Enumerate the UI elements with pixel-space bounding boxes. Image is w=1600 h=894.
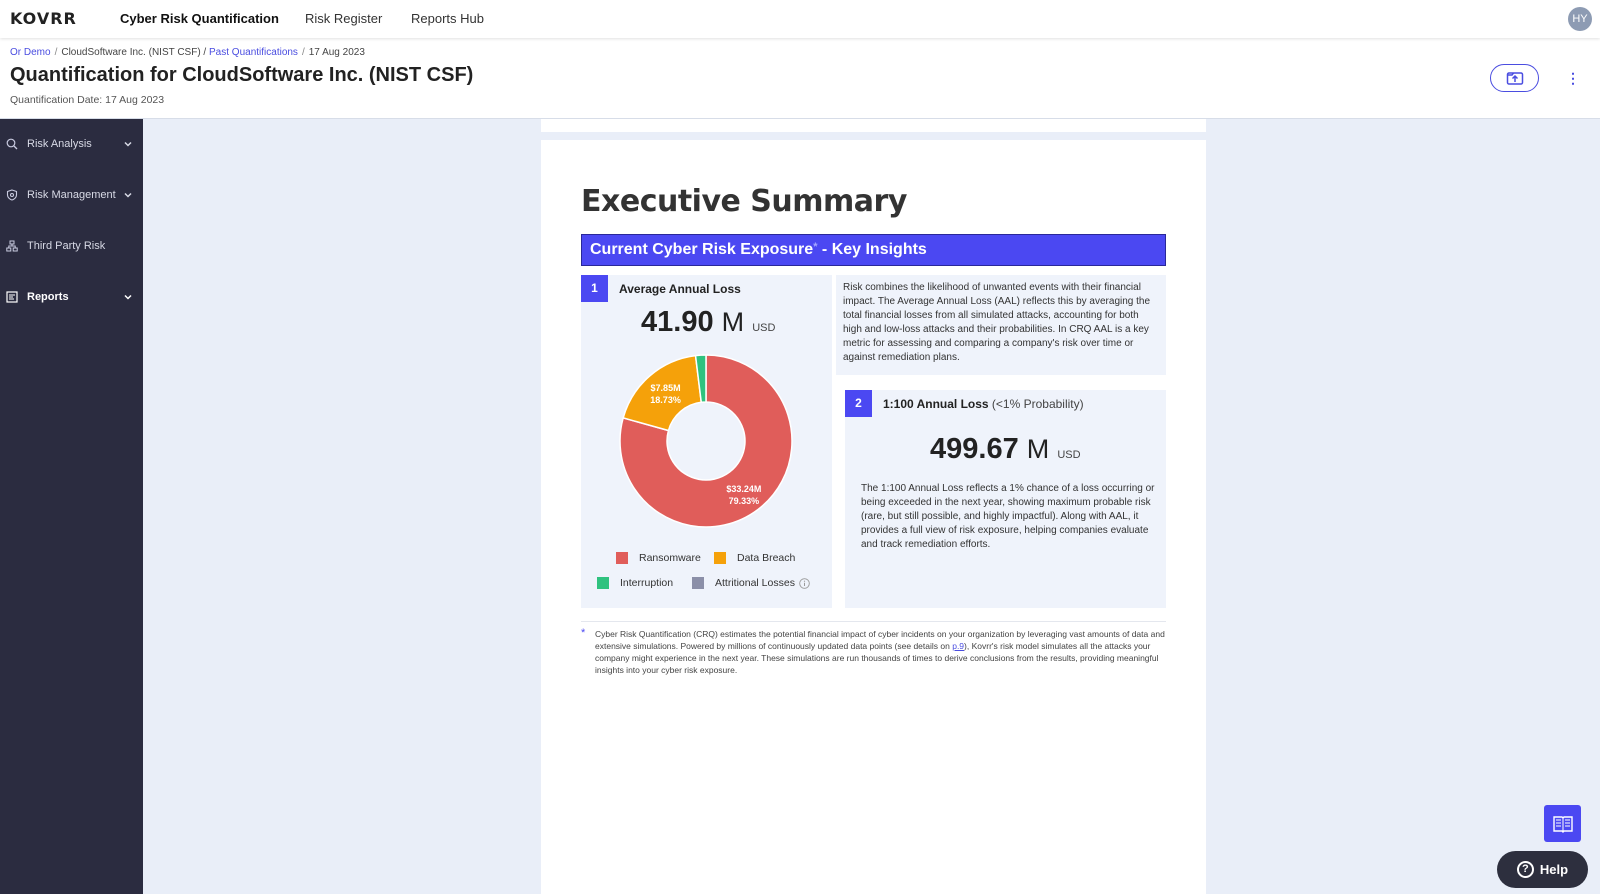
loss100-amount: 499.67 [930, 433, 1019, 465]
breadcrumb-company: CloudSoftware Inc. (NIST CSF) [61, 47, 201, 58]
aal-description-box: Risk combines the likelihood of unwanted… [836, 275, 1166, 375]
legend-swatch [692, 577, 704, 589]
loss-breakdown-donut-chart: $33.24M 79.33% $7.85M 18.73% [619, 354, 793, 528]
loss100-title-main: 1:100 Annual Loss [883, 397, 989, 411]
executive-summary-title: Executive Summary [581, 184, 907, 219]
breadcrumb-date: 17 Aug 2023 [308, 47, 365, 58]
footnote-star: * [581, 627, 586, 639]
report-icon [6, 291, 18, 303]
loss100-value: 499.67 M USD [930, 433, 1081, 466]
legend-swatch [597, 577, 609, 589]
sidebar-item-risk-management[interactable]: Risk Management [0, 180, 143, 210]
aal-description: Risk combines the likelihood of unwanted… [843, 282, 1151, 363]
nav-cyber-risk-quantification[interactable]: Cyber Risk Quantification [120, 11, 279, 26]
page-title: Quantification for CloudSoftware Inc. (N… [10, 64, 474, 86]
help-button[interactable]: ? Help [1497, 851, 1588, 888]
section-number-badge: 1 [581, 275, 608, 302]
sidebar-item-risk-analysis[interactable]: Risk Analysis [0, 129, 143, 159]
donut-slice-data-breach [622, 354, 703, 432]
loss100-currency: USD [1057, 449, 1081, 461]
legend-swatch [714, 552, 726, 564]
aal-amount: 41.90 [641, 306, 714, 338]
breadcrumb-past-quantifications-link[interactable]: Past Quantifications [209, 47, 298, 58]
page-header: Or Demo / CloudSoftware Inc. (NIST CSF) / … [0, 38, 1600, 119]
crq-footnote: * Cyber Risk Quantification (CRQ) estima… [581, 627, 1166, 676]
section-number-badge: 2 [845, 390, 872, 417]
sidebar: Risk Analysis Risk Management Third Part… [0, 119, 143, 894]
kovrr-logo[interactable]: KOVRR [10, 9, 77, 28]
legend-item-interruption: Interruption [597, 577, 673, 589]
legend-label: Ransomware [639, 552, 701, 564]
legend-label: Attritional Losses [715, 577, 795, 589]
legend-item-data-breach: Data Breach [714, 552, 795, 564]
legend-swatch [616, 552, 628, 564]
aal-unit: M [721, 307, 745, 337]
aal-title: Average Annual Loss [619, 282, 741, 296]
data-label-amount: $7.85M [651, 383, 681, 393]
donut-slice-interruption [694, 354, 707, 404]
banner-suffix: - Key Insights [817, 241, 927, 258]
donut-slice-ransomware [619, 354, 793, 528]
question-icon: ? [1516, 861, 1534, 878]
chevron-down-icon [124, 141, 132, 147]
network-icon [6, 240, 18, 252]
breadcrumb-org-link[interactable]: Or Demo [10, 47, 51, 58]
user-avatar[interactable]: HY [1568, 7, 1592, 31]
legend-item-ransomware: Ransomware [616, 552, 701, 564]
one-in-hundred-loss-card: 2 1:100 Annual Loss (<1% Probability) 49… [845, 390, 1166, 608]
chevron-down-icon [124, 294, 132, 300]
average-annual-loss-card: 1 Average Annual Loss 41.90 M USD $33.24… [581, 275, 832, 608]
nav-risk-register[interactable]: Risk Register [305, 11, 383, 26]
search-chart-icon [6, 138, 18, 150]
shield-icon [6, 189, 18, 201]
info-icon[interactable] [799, 577, 810, 589]
sidebar-item-label: Risk Analysis [27, 138, 92, 150]
key-insights-banner: Current Cyber Risk Exposure* - Key Insig… [581, 234, 1166, 266]
sidebar-item-label: Reports [27, 291, 69, 303]
sidebar-item-label: Risk Management [27, 189, 116, 201]
legend-label: Data Breach [737, 552, 796, 564]
loss100-title-suffix: (<1% Probability) [988, 397, 1084, 411]
footnote-text-after: ), Kovrr's risk model simulates all the … [595, 641, 1159, 675]
report-page: Executive Summary Current Cyber Risk Exp… [541, 140, 1206, 894]
loss100-title: 1:100 Annual Loss (<1% Probability) [883, 397, 1084, 411]
footnote-divider [581, 621, 1166, 622]
chevron-down-icon [124, 192, 132, 198]
previous-page-edge [541, 119, 1206, 135]
loss100-description: The 1:100 Annual Loss reflects a 1% chan… [861, 483, 1155, 550]
aal-currency: USD [752, 322, 776, 334]
data-label-percent: 79.33% [729, 496, 760, 506]
data-label-percent: 18.73% [650, 395, 681, 405]
aal-value: 41.90 M USD [641, 306, 775, 339]
legend-label: Interruption [620, 577, 674, 589]
top-navigation: KOVRR Cyber Risk Quantification Risk Reg… [0, 0, 1600, 38]
export-icon [1506, 72, 1523, 85]
sidebar-item-reports[interactable]: Reports [0, 282, 143, 312]
breadcrumb: Or Demo / CloudSoftware Inc. (NIST CSF) / … [10, 47, 365, 58]
guide-book-button[interactable] [1544, 805, 1581, 842]
banner-title: Current Cyber Risk Exposure [590, 241, 814, 258]
data-label-amount: $33.24M [726, 484, 761, 494]
sidebar-item-label: Third Party Risk [27, 240, 106, 252]
more-options-icon[interactable]: ⋮ [1566, 70, 1580, 86]
book-icon [1552, 815, 1573, 833]
quantification-date: Quantification Date: 17 Aug 2023 [10, 94, 165, 106]
help-label: Help [1539, 862, 1569, 877]
export-report-button[interactable] [1490, 64, 1539, 92]
legend-item-attritional-losses: Attritional Losses [692, 577, 810, 589]
sidebar-item-third-party-risk[interactable]: Third Party Risk [0, 231, 143, 261]
nav-reports-hub[interactable]: Reports Hub [411, 11, 484, 26]
footnote-page-link[interactable]: p.9 [952, 641, 965, 651]
loss100-unit: M [1026, 434, 1050, 464]
footnote-text-before: Cyber Risk Quantification (CRQ) estimate… [595, 629, 1165, 651]
banner-footnote-star: * [813, 241, 818, 253]
